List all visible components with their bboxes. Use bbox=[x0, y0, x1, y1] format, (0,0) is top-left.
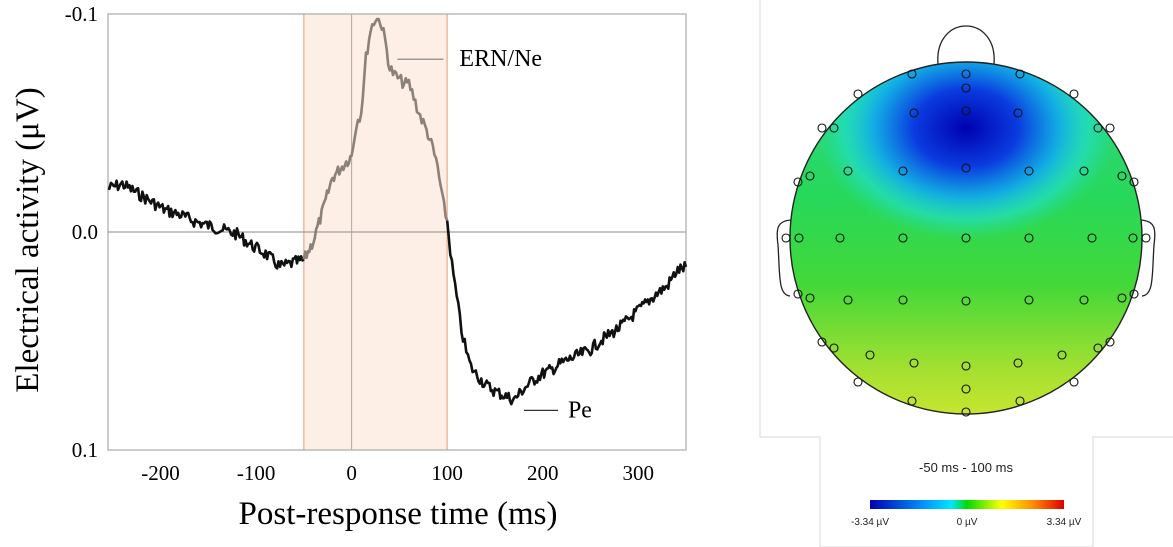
electrode-marker bbox=[1024, 295, 1034, 305]
electrode-marker bbox=[1105, 337, 1115, 347]
colorbar-max-label: 3.34 µV bbox=[1047, 517, 1082, 528]
electrode-marker bbox=[907, 69, 917, 79]
electrode-marker bbox=[961, 233, 971, 243]
electrode-marker bbox=[907, 396, 917, 406]
pe-label: Pe bbox=[568, 397, 592, 423]
electrode-markers bbox=[781, 69, 1151, 417]
erp-trace-pre-window bbox=[107, 179, 305, 270]
annotations: ERN/Ne Pe bbox=[397, 46, 592, 423]
electrode-marker bbox=[909, 358, 919, 368]
electrode-marker bbox=[1093, 343, 1103, 353]
x-tick-label: 100 bbox=[431, 461, 463, 485]
electrode-marker bbox=[1117, 293, 1127, 303]
colorbar-min-label: -3.34 µV bbox=[851, 517, 889, 528]
head-right-ear bbox=[1138, 219, 1156, 297]
erp-trace-window bbox=[302, 17, 449, 260]
electrode-marker bbox=[794, 233, 804, 243]
electrode-marker bbox=[961, 163, 971, 173]
electrode-marker bbox=[961, 83, 971, 93]
x-tick-label: 0 bbox=[346, 461, 357, 485]
y-axis-label: Electrical activity (μV) bbox=[10, 87, 46, 392]
erp-chart: ERN/Ne Pe -200 -100 0 100 200 300 -0.1 0.0 0.1 P… bbox=[10, 2, 688, 532]
x-tick-labels: -200 -100 0 100 200 300 bbox=[141, 461, 654, 485]
topoplot-panel: -50 ms - 100 ms -3.34 µV 0 µV 3.34 µV bbox=[759, 0, 1173, 547]
electrode-marker bbox=[1015, 396, 1025, 406]
x-tick-label: -200 bbox=[141, 461, 180, 485]
electrode-marker bbox=[961, 106, 971, 116]
x-tick-label: 300 bbox=[622, 461, 654, 485]
electrode-marker bbox=[1128, 233, 1138, 243]
electrode-marker bbox=[835, 233, 845, 243]
y-tick-label: -0.1 bbox=[65, 2, 98, 26]
electrode-marker bbox=[898, 233, 908, 243]
map-time-window-label: -50 ms - 100 ms bbox=[919, 460, 1013, 475]
electrode-marker bbox=[1015, 69, 1025, 79]
electrode-marker bbox=[1024, 233, 1034, 243]
electrode-marker bbox=[909, 108, 919, 118]
erp-trace-post-window bbox=[445, 220, 688, 406]
electrode-marker bbox=[1069, 377, 1079, 387]
electrode-marker bbox=[829, 343, 839, 353]
y-tick-label: 0.0 bbox=[72, 220, 98, 244]
electrode-marker bbox=[1079, 295, 1089, 305]
electrode-marker bbox=[1013, 108, 1023, 118]
electrode-marker bbox=[1057, 350, 1067, 360]
electrode-marker bbox=[805, 171, 815, 181]
electrode-marker bbox=[1141, 233, 1151, 243]
electrode-marker bbox=[865, 350, 875, 360]
x-tick-label: -100 bbox=[237, 461, 276, 485]
y-tick-labels: -0.1 0.0 0.1 bbox=[65, 2, 98, 462]
electrode-marker bbox=[1093, 123, 1103, 133]
electrode-marker bbox=[961, 384, 971, 394]
electrode-marker bbox=[1079, 166, 1089, 176]
topoplot-frame bbox=[759, 0, 1173, 547]
electrode-marker bbox=[1069, 89, 1079, 99]
electrode-marker bbox=[1013, 358, 1023, 368]
y-tick-label: 0.1 bbox=[72, 438, 98, 462]
electrode-marker bbox=[1117, 171, 1127, 181]
electrode-marker bbox=[793, 177, 803, 187]
electrode-marker bbox=[1024, 166, 1034, 176]
electrode-marker bbox=[1105, 123, 1115, 133]
electrode-marker bbox=[781, 233, 791, 243]
electrode-marker bbox=[1129, 289, 1139, 299]
electrode-marker bbox=[817, 337, 827, 347]
electrode-marker bbox=[1087, 233, 1097, 243]
erp-trace bbox=[107, 17, 688, 406]
x-tick-label: 200 bbox=[527, 461, 559, 485]
electrode-marker bbox=[793, 289, 803, 299]
electrode-marker bbox=[843, 166, 853, 176]
electrode-marker bbox=[961, 296, 971, 306]
electrode-marker bbox=[961, 407, 971, 417]
x-axis-label: Post-response time (ms) bbox=[239, 496, 558, 532]
electrode-marker bbox=[843, 295, 853, 305]
electrode-marker bbox=[817, 123, 827, 133]
colorbar bbox=[870, 500, 1064, 509]
electrode-marker bbox=[805, 293, 815, 303]
electrode-marker bbox=[1129, 177, 1139, 187]
ern-label: ERN/Ne bbox=[459, 46, 542, 72]
electrode-marker bbox=[961, 361, 971, 371]
electrode-marker bbox=[961, 69, 971, 79]
reference-lines bbox=[108, 14, 686, 450]
electrode-marker bbox=[829, 123, 839, 133]
electrode-marker bbox=[898, 166, 908, 176]
plot-frame bbox=[107, 13, 687, 451]
colorbar-mid-label: 0 µV bbox=[957, 517, 978, 528]
electrode-marker bbox=[853, 89, 863, 99]
electrode-marker bbox=[898, 295, 908, 305]
head-nose bbox=[937, 25, 995, 65]
electrode-marker bbox=[853, 377, 863, 387]
head-left-ear bbox=[776, 219, 794, 297]
